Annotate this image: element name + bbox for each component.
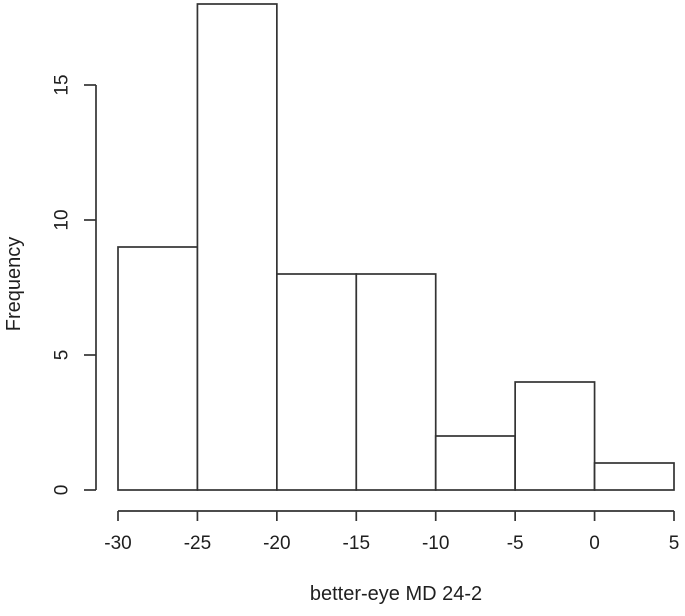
histogram-bar bbox=[434, 435, 516, 491]
histogram-bar bbox=[355, 273, 437, 491]
x-tick-label: -10 bbox=[422, 533, 449, 554]
x-tick-label: -30 bbox=[104, 533, 131, 554]
y-tick-label: 0 bbox=[52, 485, 73, 496]
axes-layer: 0 5 10 15 -30 -25 -20 -15 -10 -5 0 5 bbox=[52, 74, 680, 554]
histogram-bar bbox=[196, 3, 278, 491]
x-tick-label: -5 bbox=[507, 533, 524, 554]
x-tick-label: 0 bbox=[589, 533, 600, 554]
x-tick-label: -25 bbox=[184, 533, 211, 554]
histogram-bar bbox=[117, 246, 199, 491]
y-axis-title: Frequency bbox=[3, 237, 25, 332]
x-axis-title: better-eye MD 24-2 bbox=[310, 583, 482, 605]
histogram-bar bbox=[276, 273, 358, 491]
histogram-bar bbox=[514, 381, 596, 491]
bars-layer bbox=[117, 3, 675, 491]
x-tick-label: -15 bbox=[343, 533, 370, 554]
x-tick-label: 5 bbox=[669, 533, 680, 554]
y-tick-label: 15 bbox=[52, 74, 73, 95]
y-tick-label: 10 bbox=[52, 209, 73, 230]
histogram-bar bbox=[593, 462, 675, 491]
x-tick-label: -20 bbox=[263, 533, 290, 554]
y-tick-label: 5 bbox=[52, 350, 73, 361]
